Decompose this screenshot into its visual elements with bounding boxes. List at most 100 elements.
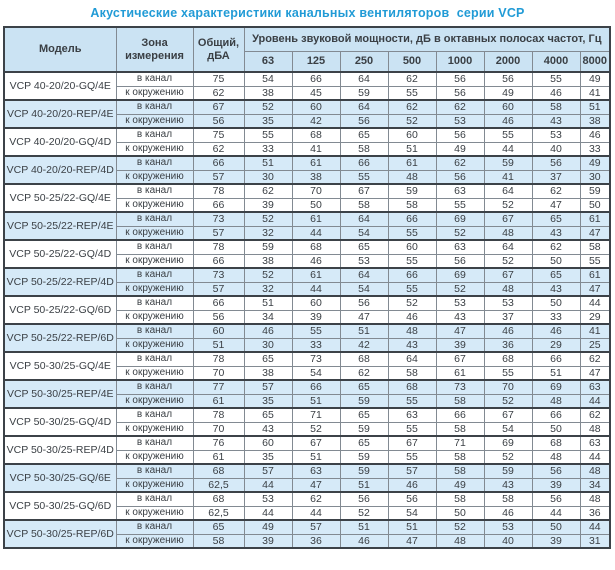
total-dba-cell: 78	[192, 407, 245, 423]
level-cell: 43	[531, 225, 581, 241]
level-cell: 66	[531, 351, 581, 367]
level-cell: 50	[531, 519, 581, 535]
level-cell: 44	[291, 281, 341, 297]
level-cell: 48	[435, 533, 485, 549]
level-cell: 52	[243, 211, 293, 227]
level-cell: 58	[579, 239, 611, 255]
level-cell: 66	[339, 155, 389, 171]
level-cell: 55	[339, 169, 389, 185]
level-cell: 52	[483, 449, 533, 465]
level-cell: 56	[435, 127, 485, 143]
total-dba-cell: 70	[192, 365, 245, 381]
total-dba-cell: 66	[192, 197, 245, 213]
total-dba-cell: 66	[192, 155, 245, 171]
model-name-cell: VCP 40-20/20-REP/4E	[3, 99, 117, 129]
level-cell: 49	[243, 519, 293, 535]
level-cell: 52	[435, 281, 485, 297]
zone-cell: в канал	[115, 491, 194, 507]
level-cell: 60	[291, 99, 341, 115]
level-cell: 54	[387, 505, 437, 521]
level-cell: 58	[435, 393, 485, 409]
level-cell: 44	[579, 295, 611, 311]
level-cell: 71	[291, 407, 341, 423]
level-cell: 62	[435, 99, 485, 115]
level-cell: 51	[387, 519, 437, 535]
level-cell: 58	[339, 197, 389, 213]
level-cell: 60	[387, 127, 437, 143]
total-dba-cell: 61	[192, 449, 245, 465]
level-cell: 67	[339, 183, 389, 199]
model-name-cell: VCP 50-30/25-REP/4D	[3, 435, 117, 465]
table-row: VCP 50-30/25-REP/6D в канал 65 49 57 51 51 52 53…	[3, 519, 611, 549]
level-cell: 59	[483, 155, 533, 171]
level-cell: 51	[339, 477, 389, 493]
zone-cell: к окружению	[115, 365, 194, 381]
level-cell: 33	[579, 141, 611, 157]
total-dba-cell: 78	[192, 239, 245, 255]
level-cell: 48	[483, 281, 533, 297]
level-cell: 65	[339, 435, 389, 451]
level-cell: 55	[291, 323, 341, 339]
level-cell: 66	[435, 407, 485, 423]
level-cell: 58	[435, 463, 485, 479]
model-name-cell: VCP 40-20/20-GQ/4D	[3, 127, 117, 157]
level-cell: 55	[483, 365, 533, 381]
level-cell: 34	[579, 477, 611, 493]
level-cell: 59	[339, 421, 389, 437]
level-cell: 55	[435, 197, 485, 213]
level-cell: 58	[435, 491, 485, 507]
level-cell: 65	[339, 379, 389, 395]
zone-cell: к окружению	[115, 253, 194, 269]
level-cell: 32	[243, 281, 293, 297]
zone-cell: в канал	[115, 295, 194, 311]
freq-header: 63	[243, 50, 293, 73]
level-cell: 58	[387, 365, 437, 381]
level-cell: 58	[531, 99, 581, 115]
total-dba-cell: 62,5	[192, 477, 245, 493]
level-cell: 52	[339, 505, 389, 521]
zone-cell: в канал	[115, 351, 194, 367]
level-cell: 55	[531, 71, 581, 87]
level-cell: 61	[291, 155, 341, 171]
level-cell: 39	[531, 533, 581, 549]
level-cell: 47	[291, 477, 341, 493]
level-cell: 33	[291, 337, 341, 353]
level-cell: 46	[579, 127, 611, 143]
level-cell: 25	[579, 337, 611, 353]
table-row: к окружению 62,5 44 47 51 46 49 43 39 34	[4, 477, 611, 493]
table-row: VCP 50-30/25-GQ/4E в канал 78 65 73 68 64 67 68 6…	[3, 351, 611, 381]
level-cell: 42	[291, 113, 341, 129]
level-cell: 60	[483, 99, 533, 115]
level-cell: 31	[579, 533, 611, 549]
level-cell: 44	[579, 449, 611, 465]
level-cell: 62	[243, 183, 293, 199]
level-cell: 64	[483, 183, 533, 199]
level-cell: 62	[579, 351, 611, 367]
model-name-cell: VCP 50-25/22-REP/4E	[3, 211, 117, 241]
level-cell: 66	[291, 71, 341, 87]
level-cell: 58	[435, 421, 485, 437]
level-cell: 46	[387, 309, 437, 325]
table-row: VCP 50-30/25-GQ/6E в канал 68 57 63 59 57 58 59 5…	[3, 463, 611, 493]
level-cell: 56	[483, 71, 533, 87]
level-cell: 41	[579, 323, 611, 339]
level-cell: 67	[435, 351, 485, 367]
level-cell: 56	[435, 253, 485, 269]
total-dba-cell: 60	[192, 323, 245, 339]
level-cell: 47	[387, 533, 437, 549]
level-cell: 35	[243, 113, 293, 129]
level-cell: 44	[243, 477, 293, 493]
level-cell: 65	[243, 407, 293, 423]
level-cell: 61	[579, 267, 611, 283]
level-cell: 47	[531, 197, 581, 213]
level-cell: 53	[483, 519, 533, 535]
total-dba-cell: 57	[192, 281, 245, 297]
level-cell: 57	[291, 519, 341, 535]
level-cell: 50	[435, 505, 485, 521]
level-cell: 47	[579, 225, 611, 241]
table-row: к окружению 70 38 54 62 58 61 55 51 47	[4, 365, 611, 381]
zone-cell: в канал	[115, 463, 194, 479]
table-row: VCP 40-20/20-REP/4D в канал 66 51 61 66 61 62 59…	[3, 155, 611, 185]
level-cell: 62	[579, 407, 611, 423]
level-cell: 46	[387, 477, 437, 493]
